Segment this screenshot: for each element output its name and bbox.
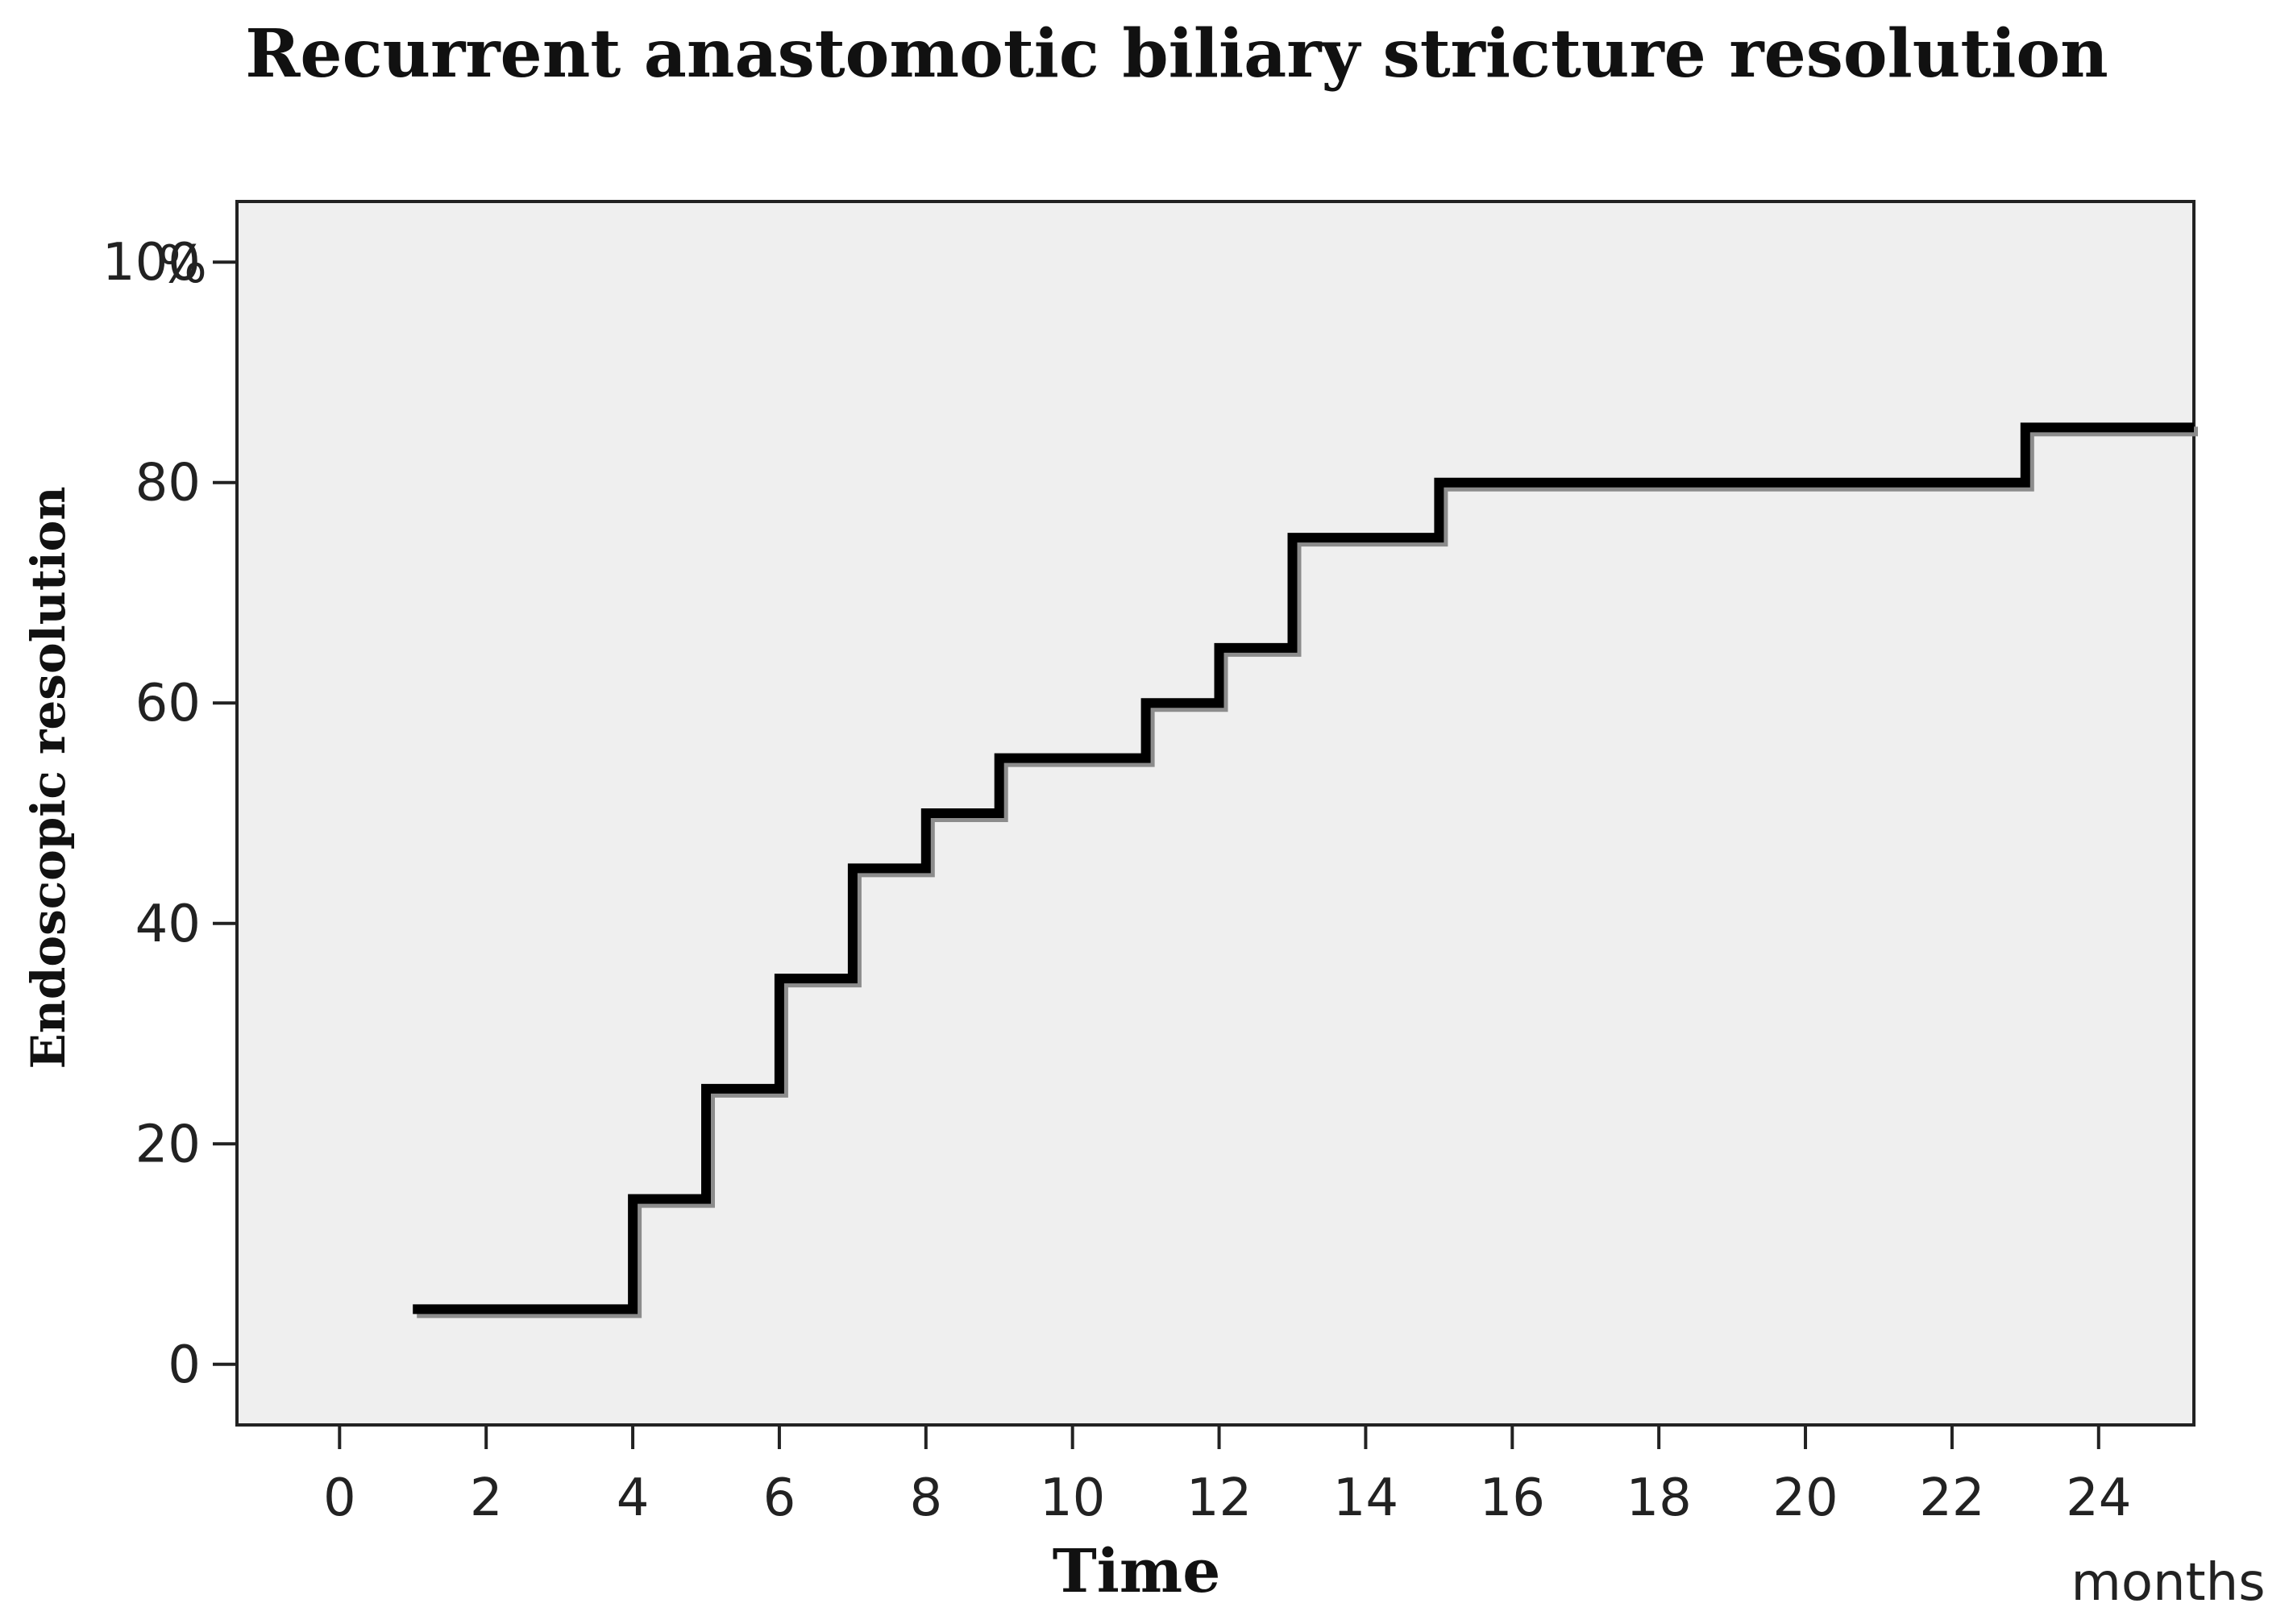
x-tick-label: 8 [909,1468,942,1528]
x-axis-ticks: 0 2 4 6 8 10 12 14 16 18 20 22 24 [323,1425,2132,1528]
x-tick-label: 14 [1333,1468,1398,1528]
y-tick-label: 60 [135,674,201,733]
chart-title: Recurrent anastomotic biliary stricture … [245,15,2108,93]
y-axis-ticks: 0 20 40 60 80 100 [102,233,237,1395]
x-tick-label: 20 [1772,1468,1838,1528]
x-tick-label: 24 [2066,1468,2131,1528]
y-tick-label: 100 [102,233,201,293]
x-tick-label: 18 [1626,1468,1691,1528]
x-axis-label: Time [1053,1537,1221,1606]
series-line-0 [413,422,2194,1315]
x-tick-label: 12 [1186,1468,1252,1528]
y-unit-label: % [158,235,207,295]
y-tick-label: 80 [135,454,201,513]
x-unit-label: months [2071,1553,2265,1613]
x-tick-label: 10 [1040,1468,1105,1528]
series-layer [413,422,2198,1319]
y-tick-label: 0 [168,1335,201,1395]
x-tick-label: 16 [1480,1468,1545,1528]
x-tick-label: 4 [617,1468,650,1528]
y-tick-label: 40 [135,895,201,954]
plot-area [235,200,2196,1427]
y-axis-label: Endoscopic resolution [21,486,76,1069]
y-tick-label: 20 [135,1115,201,1174]
x-tick-label: 2 [470,1468,503,1528]
x-tick-label: 0 [323,1468,356,1528]
x-tick-label: 6 [763,1468,796,1528]
x-tick-label: 22 [1919,1468,1984,1528]
